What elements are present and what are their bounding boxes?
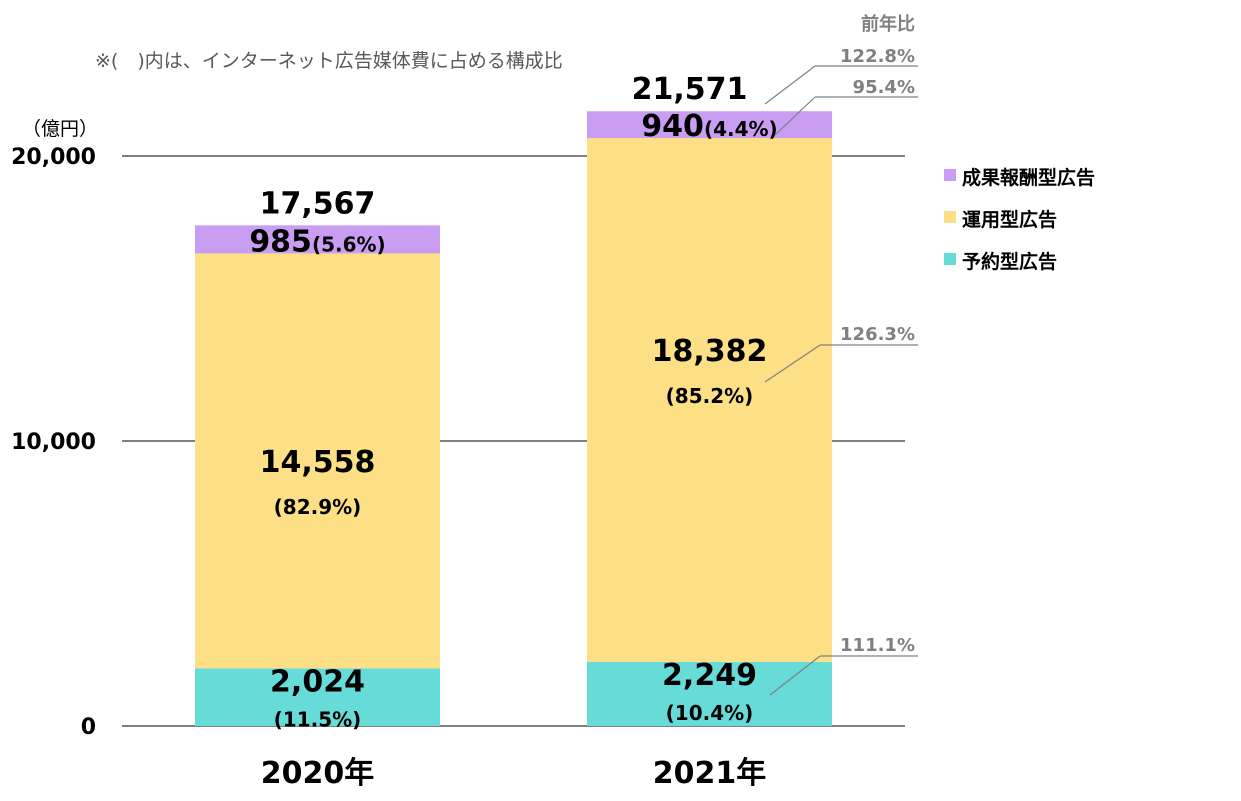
- yoy-leader-line: [764, 65, 816, 105]
- x-axis-categories: 2020年 2021年: [261, 756, 767, 791]
- y-tick-label: 20,000: [11, 145, 96, 170]
- y-tick-label: 10,000: [11, 430, 96, 455]
- segment-share-label: (11.5%): [274, 707, 362, 731]
- segment-value-label: 18,382: [652, 334, 768, 369]
- bar-segment: [195, 253, 440, 669]
- bar-total-label: 17,567: [260, 186, 376, 221]
- bar-total-label: 21,571: [632, 72, 748, 107]
- yoy-leader-line: [764, 344, 821, 383]
- chart-note: ※( )内は、インターネット広告媒体費に占める構成比: [95, 50, 563, 72]
- yoy-header: 前年比: [861, 13, 915, 35]
- legend-swatch: [944, 253, 956, 265]
- segment-value-label: 2,024: [270, 664, 365, 699]
- yoy-label: 122.8%: [840, 46, 915, 67]
- y-axis-ticks: 0 10,000 20,000: [11, 145, 96, 740]
- yoy-label: 126.3%: [840, 324, 915, 345]
- x-category-label: 2021年: [653, 756, 767, 791]
- yoy-label: 95.4%: [853, 77, 915, 98]
- segment-value-label: 940(4.4%): [641, 109, 777, 144]
- bar-segment: [587, 111, 832, 139]
- segment-value-label: 2,249: [662, 658, 757, 693]
- y-tick-label: 0: [81, 715, 96, 740]
- bar-segment: [195, 225, 440, 254]
- bar-segment: [587, 661, 832, 726]
- y-axis-unit: （億円）: [22, 118, 98, 140]
- segment-share-label: (85.2%): [666, 384, 754, 408]
- segment-share-label: (82.9%): [274, 495, 362, 519]
- yoy-annotations: 122.8% 95.4% 126.3% 111.1%: [764, 46, 918, 696]
- bar-labels: 2,024 (11.5%) 14,558 (82.9%) 985(5.6%)17,567…: [249, 72, 777, 731]
- segment-value-label: 14,558: [260, 445, 376, 480]
- legend-swatch: [944, 211, 956, 223]
- yoy-leader-line: [769, 655, 821, 696]
- x-category-label: 2020年: [261, 756, 375, 791]
- yoy-leader-line: [774, 96, 816, 136]
- legend-label: 予約型広告: [962, 250, 1057, 273]
- bar-segment: [587, 138, 832, 662]
- segment-value-label: 985(5.6%): [249, 224, 385, 259]
- segment-share-label: (10.4%): [666, 701, 754, 725]
- bars: [195, 111, 832, 726]
- yoy-label: 111.1%: [840, 635, 915, 656]
- legend-label: 運用型広告: [962, 208, 1057, 231]
- bar-segment: [195, 668, 440, 726]
- legend-label: 成果報酬型広告: [962, 166, 1095, 189]
- legend-swatch: [944, 169, 956, 181]
